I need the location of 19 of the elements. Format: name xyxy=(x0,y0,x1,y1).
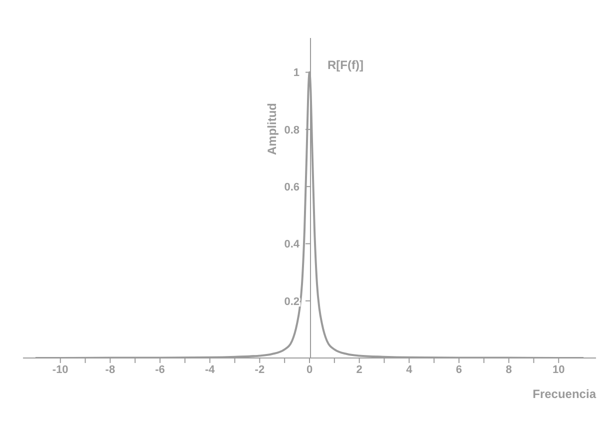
y-tick-label: 0.2 xyxy=(284,296,300,308)
x-tick-label: -2 xyxy=(254,364,265,376)
y-tick-label: 0.8 xyxy=(284,124,300,136)
x-tick-label: -8 xyxy=(105,364,116,376)
y-tick-label: 1 xyxy=(293,67,300,80)
y-tick-label: 0.6 xyxy=(284,181,300,194)
x-tick-label: -10 xyxy=(52,364,68,376)
x-tick-label: -6 xyxy=(155,364,165,376)
x-tick-label: 0 xyxy=(306,364,313,376)
x-tick-label: 8 xyxy=(506,364,512,376)
annotation: R[F(f)] xyxy=(328,58,364,72)
y-tick-label: 0.4 xyxy=(284,238,300,251)
y-axis-title: Amplitud xyxy=(265,103,280,155)
x-axis-title: Frecuencia xyxy=(532,387,596,401)
x-tick-label: 4 xyxy=(406,364,414,376)
x-tick-label: 2 xyxy=(356,364,362,376)
x-tick-label: 10 xyxy=(552,364,565,376)
x-tick-label: 6 xyxy=(456,364,462,376)
x-tick-label: -4 xyxy=(204,364,216,376)
